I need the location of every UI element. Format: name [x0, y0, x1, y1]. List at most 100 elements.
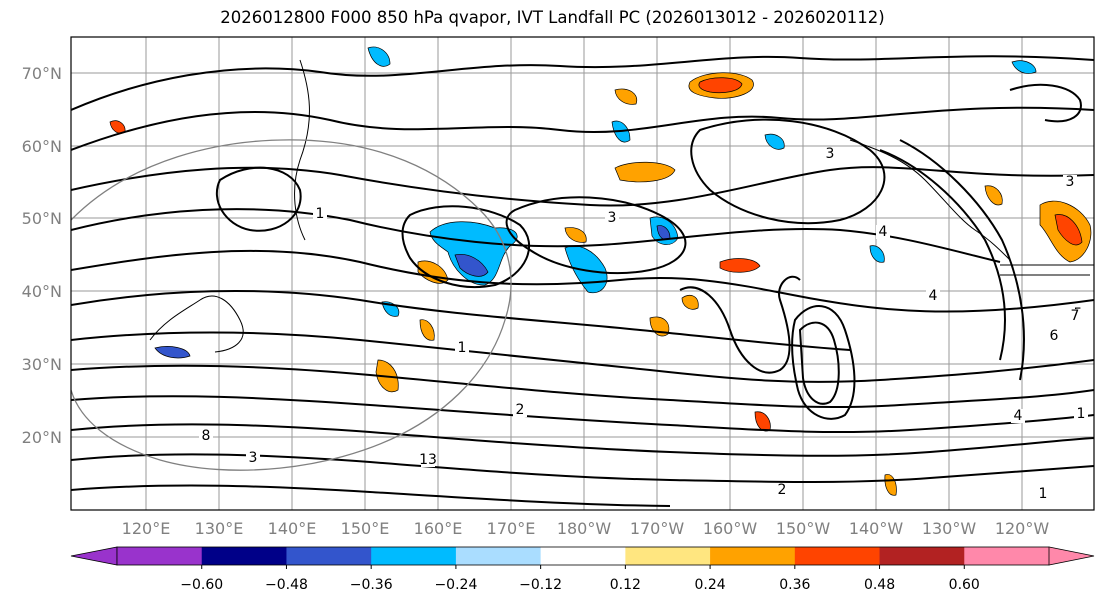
contour-line	[505, 196, 687, 275]
coastline	[149, 295, 244, 353]
colorbar-frame	[116, 546, 1050, 566]
colorbar-segment	[879, 547, 965, 565]
colorbar-segment	[371, 547, 457, 565]
negative-anomaly-region	[764, 133, 785, 150]
contour-label: 2	[516, 402, 525, 418]
contour-line	[71, 289, 851, 351]
colorbar-segment	[794, 547, 881, 565]
colorbar-segment	[455, 547, 542, 565]
contour-labels: 1313431425138321467	[199, 146, 1088, 502]
negative-anomaly-region	[1011, 60, 1037, 74]
latitude-label: 50°N	[22, 209, 62, 228]
colorbar-tick-label: 0.24	[695, 577, 726, 593]
contour-label: 4	[879, 224, 888, 240]
contour-label-bg	[199, 429, 213, 443]
positive-anomaly-region	[984, 185, 1003, 206]
positive-anomaly-region	[419, 319, 435, 341]
contour-line	[71, 395, 1094, 434]
contour-label-bg	[1011, 409, 1025, 423]
contour-label-bg	[605, 211, 619, 225]
contour-label: 3	[826, 146, 835, 162]
colorbar-extend-high	[1048, 546, 1095, 566]
contour-label-bg	[876, 225, 890, 239]
contour-label: 13	[419, 452, 437, 468]
contour-label: 1	[1039, 486, 1048, 502]
colorbar: −0.60 −0.48 −0.36 −0.24 −0.12 0.12 0.24 0.36 0.4…	[70, 546, 1095, 593]
gridlines	[71, 37, 1094, 510]
latitude-label: 60°N	[22, 137, 62, 156]
negative-anomaly-region	[454, 254, 489, 277]
negative-anomaly-region	[367, 46, 391, 67]
longitude-labels: 120°E 130°E 140°E 150°E 160°E 170°E 180°W 170°W…	[122, 519, 1050, 538]
contour-label: 8	[202, 428, 211, 444]
colorbar-segment	[201, 547, 287, 565]
longitude-label: 120°E	[122, 519, 171, 538]
ivt-contours	[71, 55, 1094, 507]
colorbar-tick-label: 0.48	[864, 577, 895, 593]
contour-line	[71, 106, 1094, 151]
projection-outline	[71, 139, 512, 471]
colorbar-segment	[625, 547, 711, 565]
map-title: 2026012800 F000 850 hPa qvapor, IVT Land…	[220, 8, 885, 27]
contour-line	[1009, 83, 1082, 123]
longitude-label: 160°E	[414, 519, 463, 538]
contour-label-bg	[823, 147, 837, 161]
coastlines	[149, 59, 1094, 353]
positive-anomaly-region	[614, 88, 638, 105]
contour-label-bg	[1074, 407, 1088, 421]
colorbar-tick-label: −0.24	[434, 577, 477, 593]
colorbar-extend-low	[70, 546, 118, 566]
contour-label: 1	[458, 340, 467, 356]
latitude-label: 20°N	[22, 428, 62, 447]
coastline	[849, 139, 1011, 261]
contour-line	[690, 118, 886, 225]
contour-line	[879, 149, 1006, 361]
contour-label-bg	[421, 453, 435, 467]
longitude-label: 170°W	[630, 519, 685, 538]
colorbar-tick-label: 0.36	[779, 577, 810, 593]
contour-line	[71, 364, 1094, 409]
contour-label-bg	[513, 403, 527, 417]
contour-label-bg	[313, 207, 327, 221]
contour-label: 4	[929, 288, 938, 304]
colorbar-segment	[540, 547, 626, 565]
longitude-label: 130°E	[195, 519, 244, 538]
latitude-label: 40°N	[22, 282, 62, 301]
colorbar-tick-label: 0.60	[949, 577, 980, 593]
contour-line	[71, 249, 1094, 313]
contour-line	[791, 305, 856, 420]
colorbar-tick-label: 0.12	[610, 577, 641, 593]
colorbar-segment	[117, 547, 203, 565]
colorbar-tick-label: −0.48	[265, 577, 308, 593]
contour-label: 3	[608, 210, 617, 226]
coastline	[1000, 264, 1094, 276]
contour-line	[71, 208, 1001, 263]
negative-anomaly-region	[869, 245, 885, 263]
contour-label: 3	[249, 450, 258, 466]
contour-label-bg	[775, 483, 789, 497]
contour-line	[679, 275, 801, 374]
longitude-label: 180°W	[557, 519, 612, 538]
colorbar-tick-label: −0.60	[180, 577, 223, 593]
positive-anomaly-region	[614, 161, 676, 183]
contour-label-bg	[455, 341, 469, 355]
positive-anomaly-region	[1054, 214, 1083, 246]
contour-label: 1	[1077, 406, 1086, 422]
longitude-label: 150°E	[341, 519, 390, 538]
latitude-label: 30°N	[22, 355, 62, 374]
contour-label: 2	[778, 482, 787, 498]
contour-line	[215, 166, 302, 232]
contour-line	[899, 139, 1025, 381]
contour-label: 3	[1066, 174, 1075, 190]
positive-anomaly-region	[681, 294, 699, 310]
contour-label-bg	[926, 289, 940, 303]
longitude-label: 130°W	[922, 519, 977, 538]
longitude-label: 120°W	[995, 519, 1050, 538]
longitude-label: 140°E	[268, 519, 317, 538]
contour-label: 4	[1014, 408, 1023, 424]
coastline	[294, 59, 310, 241]
contour-label: 7	[1071, 308, 1080, 324]
contour-line	[71, 331, 1094, 383]
contour-label-bg	[246, 451, 260, 465]
